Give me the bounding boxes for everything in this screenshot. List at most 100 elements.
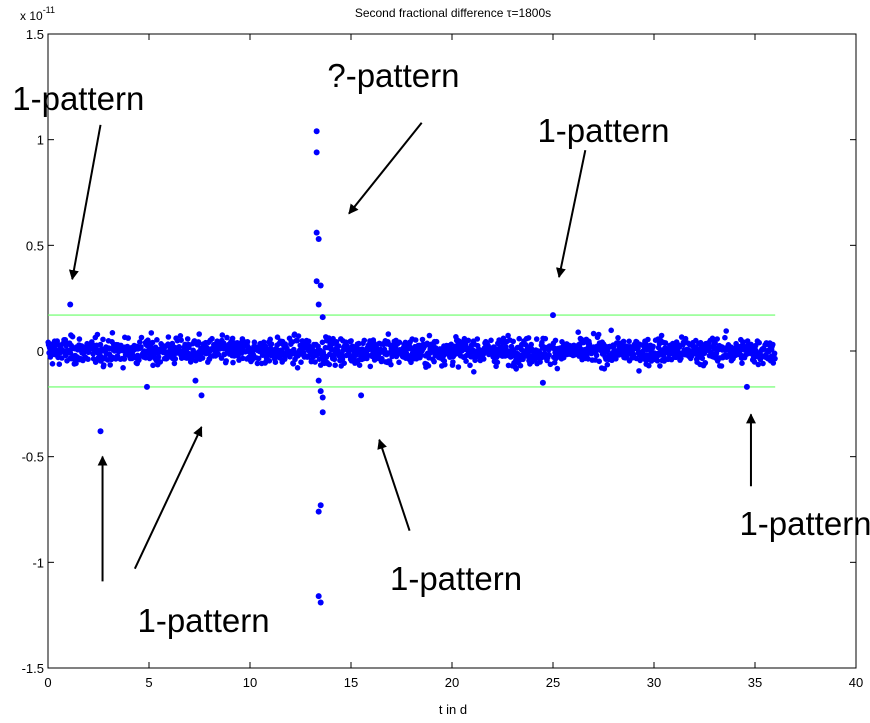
y-tick-label: -1.5	[22, 661, 44, 676]
data-point	[224, 334, 230, 341]
data-point	[533, 336, 540, 342]
data-point	[178, 337, 184, 344]
data-point	[528, 341, 534, 348]
data-point	[575, 329, 581, 336]
data-point	[341, 360, 348, 367]
outlier-point	[315, 593, 322, 600]
data-point	[631, 351, 637, 358]
annotations: 1-pattern ?-pattern 1-pattern 1-pattern 1-pa…	[12, 57, 870, 639]
data-point	[654, 358, 661, 364]
data-point	[177, 333, 184, 339]
data-point	[339, 356, 346, 362]
outlier-point	[319, 314, 326, 321]
data-point	[361, 337, 368, 344]
data-point	[56, 361, 63, 368]
data-point	[525, 335, 532, 341]
data-point	[463, 358, 469, 365]
data-point	[76, 336, 83, 342]
data-point	[255, 355, 262, 362]
data-point	[426, 332, 433, 339]
data-point	[326, 361, 333, 368]
data-point	[396, 339, 403, 346]
outlier-point	[313, 278, 320, 285]
annotation-label: 1-pattern	[137, 602, 269, 639]
outlier-point	[192, 377, 199, 384]
data-point	[498, 344, 505, 350]
data-point	[546, 352, 552, 358]
data-point	[209, 335, 215, 342]
outlier-point	[315, 235, 322, 242]
data-point	[699, 355, 706, 362]
data-point	[120, 365, 126, 371]
data-point	[94, 331, 101, 338]
data-point	[636, 368, 642, 374]
data-point	[97, 341, 104, 348]
outlier-point	[143, 383, 150, 390]
annotation-arrow	[68, 124, 102, 281]
data-point	[244, 339, 251, 345]
annotation-arrow	[348, 122, 423, 215]
data-point	[513, 366, 519, 372]
data-point	[294, 337, 301, 344]
data-point	[662, 340, 669, 346]
data-point	[388, 361, 394, 368]
data-point	[149, 339, 156, 346]
data-point	[456, 338, 462, 344]
data-point	[196, 331, 202, 337]
data-point	[332, 362, 339, 369]
annotation-arrow	[377, 438, 411, 531]
data-point	[595, 331, 602, 338]
data-point	[510, 338, 516, 345]
data-point	[554, 365, 561, 372]
outlier-point	[317, 388, 324, 395]
annotation-label: 1-pattern	[537, 112, 669, 149]
data-point	[450, 359, 456, 365]
data-point	[465, 337, 472, 344]
data-point	[223, 358, 229, 364]
data-point	[165, 334, 172, 340]
outlier-point	[550, 312, 556, 319]
y-tick-label: 1.5	[26, 27, 44, 42]
data-point	[251, 339, 258, 346]
data-point	[585, 356, 591, 362]
y-exponent-base: x 10	[20, 9, 43, 23]
outlier-point	[315, 377, 322, 384]
data-point	[150, 362, 156, 369]
annotation-label: 1-pattern	[12, 80, 144, 117]
data-point	[199, 355, 206, 361]
data-point	[348, 338, 354, 344]
data-point	[551, 359, 558, 366]
outlier-point	[315, 301, 322, 308]
data-point	[154, 337, 160, 343]
data-point	[494, 359, 501, 366]
data-point	[770, 360, 777, 366]
data-point	[356, 340, 362, 347]
data-point	[396, 359, 402, 366]
data-point	[62, 337, 69, 343]
data-point	[517, 362, 524, 369]
data-point	[615, 335, 621, 341]
data-point	[682, 335, 689, 342]
y-tick-label: 0.5	[26, 238, 44, 253]
data-point	[49, 361, 56, 367]
x-axis-label: t in d	[439, 702, 467, 717]
data-point	[593, 352, 600, 359]
outlier-point	[97, 428, 104, 435]
data-point	[312, 359, 318, 365]
x-tick-label: 35	[748, 675, 762, 690]
x-tick-label: 0	[44, 675, 51, 690]
data-point	[613, 356, 619, 362]
data-point	[385, 331, 392, 337]
data-point	[305, 338, 312, 345]
data-point	[290, 361, 297, 367]
data-point	[442, 361, 448, 368]
axis-ticks: 0 5 10 15 20 25 30 35 40 -1.5 -1 -0.5 0 0.5 1 1.5	[22, 27, 864, 690]
data-point	[121, 356, 128, 362]
outlier-point	[319, 394, 326, 401]
outlier-point	[317, 599, 324, 606]
data-point	[760, 360, 766, 367]
annotation-arrow	[555, 150, 587, 279]
data-point	[474, 336, 481, 342]
y-tick-label: -0.5	[22, 450, 44, 465]
data-point	[657, 363, 663, 369]
